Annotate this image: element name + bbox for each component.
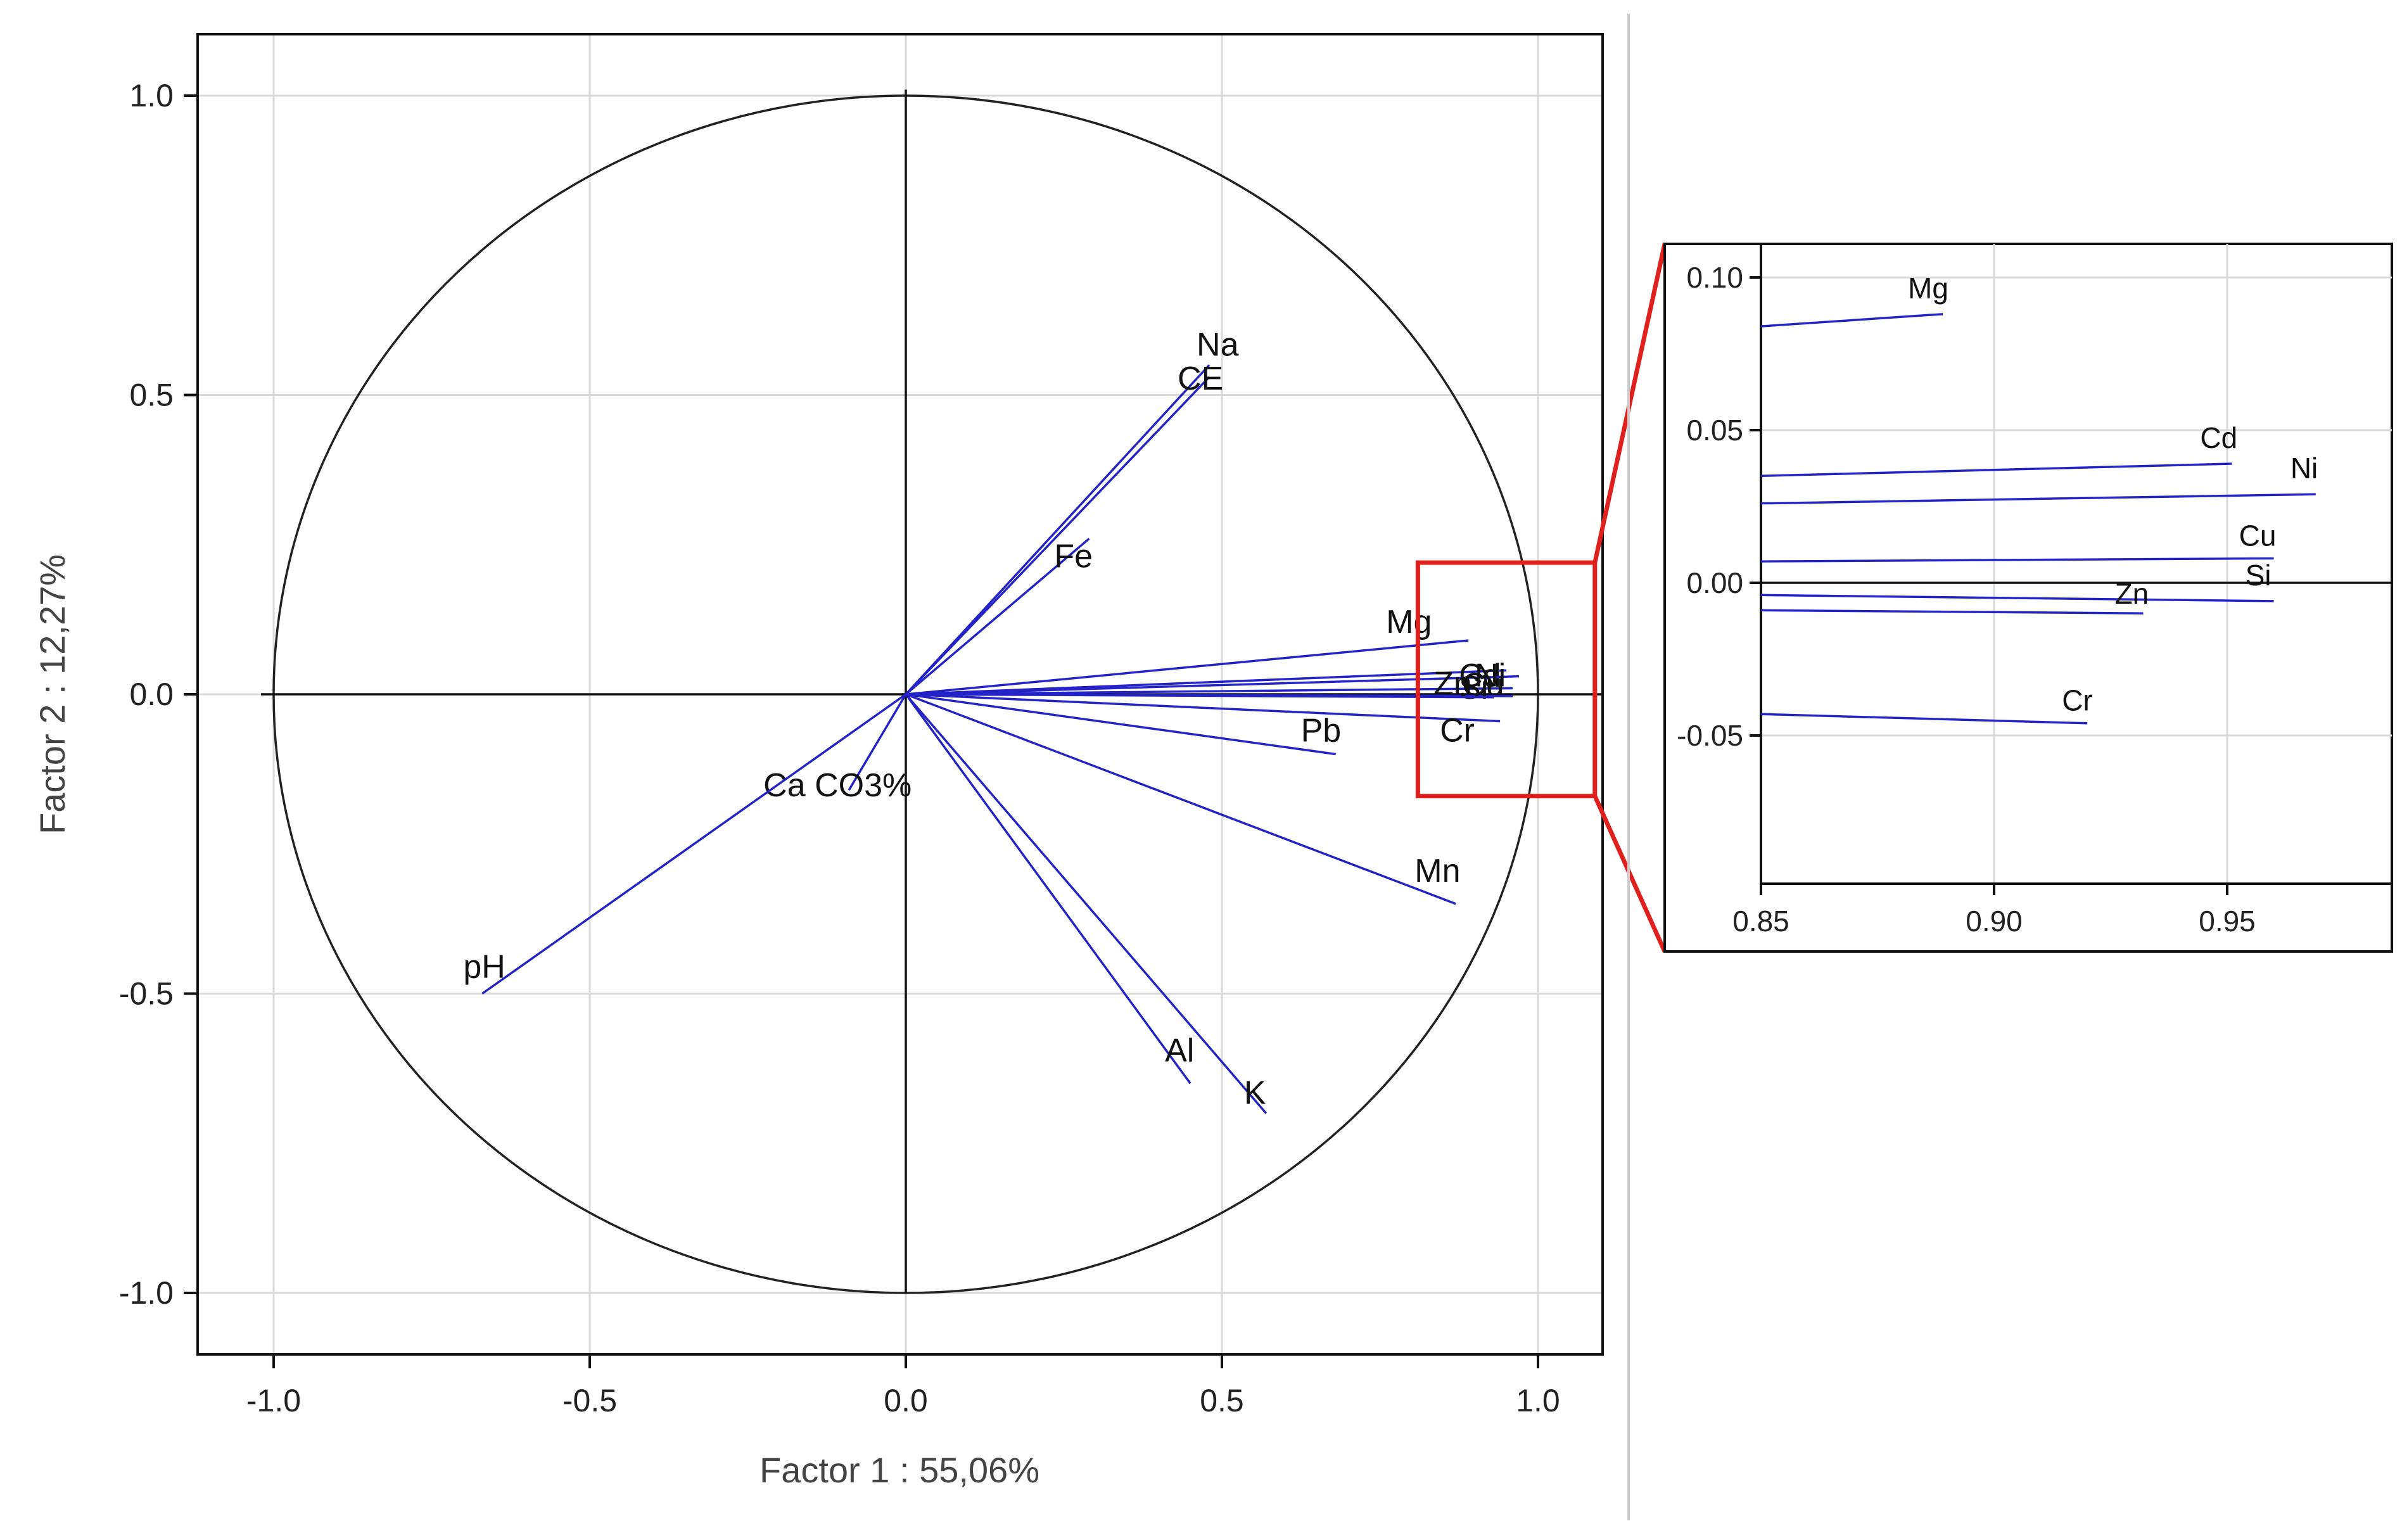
inset-vector-label: Cu [2239,519,2277,552]
y-tick-label: 0.5 [129,378,174,413]
inset-y-tick-label: 0.00 [1686,566,1743,599]
inset-vector-zn [1760,609,2144,614]
inset-vector-label: Cd [2200,421,2237,454]
vector-na [905,364,1211,696]
inset-y-tick-label: 0.05 [1686,414,1743,447]
vector-label: Na [1197,326,1239,363]
vector-label: Mn [1414,853,1460,889]
vector-label: Ca CO3% [763,767,912,804]
vector-mg [905,639,1469,696]
y-tick-label: 0.0 [129,677,174,712]
inset-vector-label: Zn [2115,577,2149,610]
y-tick-label: 1.0 [129,78,174,113]
vector-label: K [1244,1075,1266,1112]
inset-vector-label: Ni [2291,452,2318,485]
inset-vector-ni [1760,493,2316,505]
inset-x-tick-label: 0.90 [1966,905,2023,938]
inset-vector-mg [1760,313,1943,328]
x-tick-label: -1.0 [246,1383,301,1418]
inset-vector-si [1760,594,2274,602]
vector-label: Al [1165,1032,1194,1069]
inset-y-tick-label: 0.10 [1686,261,1743,294]
vector-zn [905,693,1494,699]
x-tick-label: 0.0 [884,1383,928,1418]
inset-vector-cu [1760,557,2274,563]
x-tick-label: 1.0 [1516,1383,1560,1418]
zoom-highlight-box [1415,560,1598,799]
y-tick-label: -0.5 [119,976,174,1012]
vector-ph [481,693,907,995]
vector-label: Mg [1386,604,1432,640]
inset-vector-label: Si [2246,559,2272,592]
inset-vector-label: Mg [1908,272,1948,305]
x-axis-title: Factor 1 : 55,06% [759,1450,1039,1490]
x-tick-label: -0.5 [562,1383,617,1418]
vector-label: CE [1178,360,1223,397]
x-tick-label: 0.5 [1200,1383,1244,1418]
vector-label: Fe [1054,538,1093,575]
main-chart-panel: -1.0 -0.5 0.0 0.5 1.0 1.0 0.5 0.0 -0.5 -1.0 Factor… [32,33,1604,1490]
vector-label: Zn [1433,666,1472,703]
inset-vector-cd [1760,462,2232,478]
vector-label: pH [463,949,505,986]
vector-ce [905,376,1211,696]
vector-k [905,693,1268,1114]
vector-pb [905,693,1336,756]
inset-y-tick-label: -0.05 [1677,719,1743,752]
y-axis-title: Factor 2 : 12,27% [32,554,72,834]
vector-al [905,693,1191,1085]
vector-mn [905,693,1456,905]
vector-label: Si [1459,670,1488,706]
inset-x-tick-label: 0.85 [1732,905,1789,938]
vector-cu [905,687,1513,696]
vector-fe [905,537,1090,696]
y-tick-label: -1.0 [119,1275,174,1311]
vector-ca-co3- [848,694,907,791]
inset-vector-cr [1760,713,2088,725]
vector-label: Pb [1301,713,1342,749]
inset-vector-label: Cr [2062,684,2093,717]
vector-label: Cr [1440,713,1475,749]
vector-cr [905,693,1501,723]
zoom-inset-panel: 0.85 0.90 0.95 0.10 0.05 0.00 -0.05 Mg Cd Ni Cu Si Z… [1663,243,2393,953]
inset-x-tick-label: 0.95 [2199,905,2256,938]
